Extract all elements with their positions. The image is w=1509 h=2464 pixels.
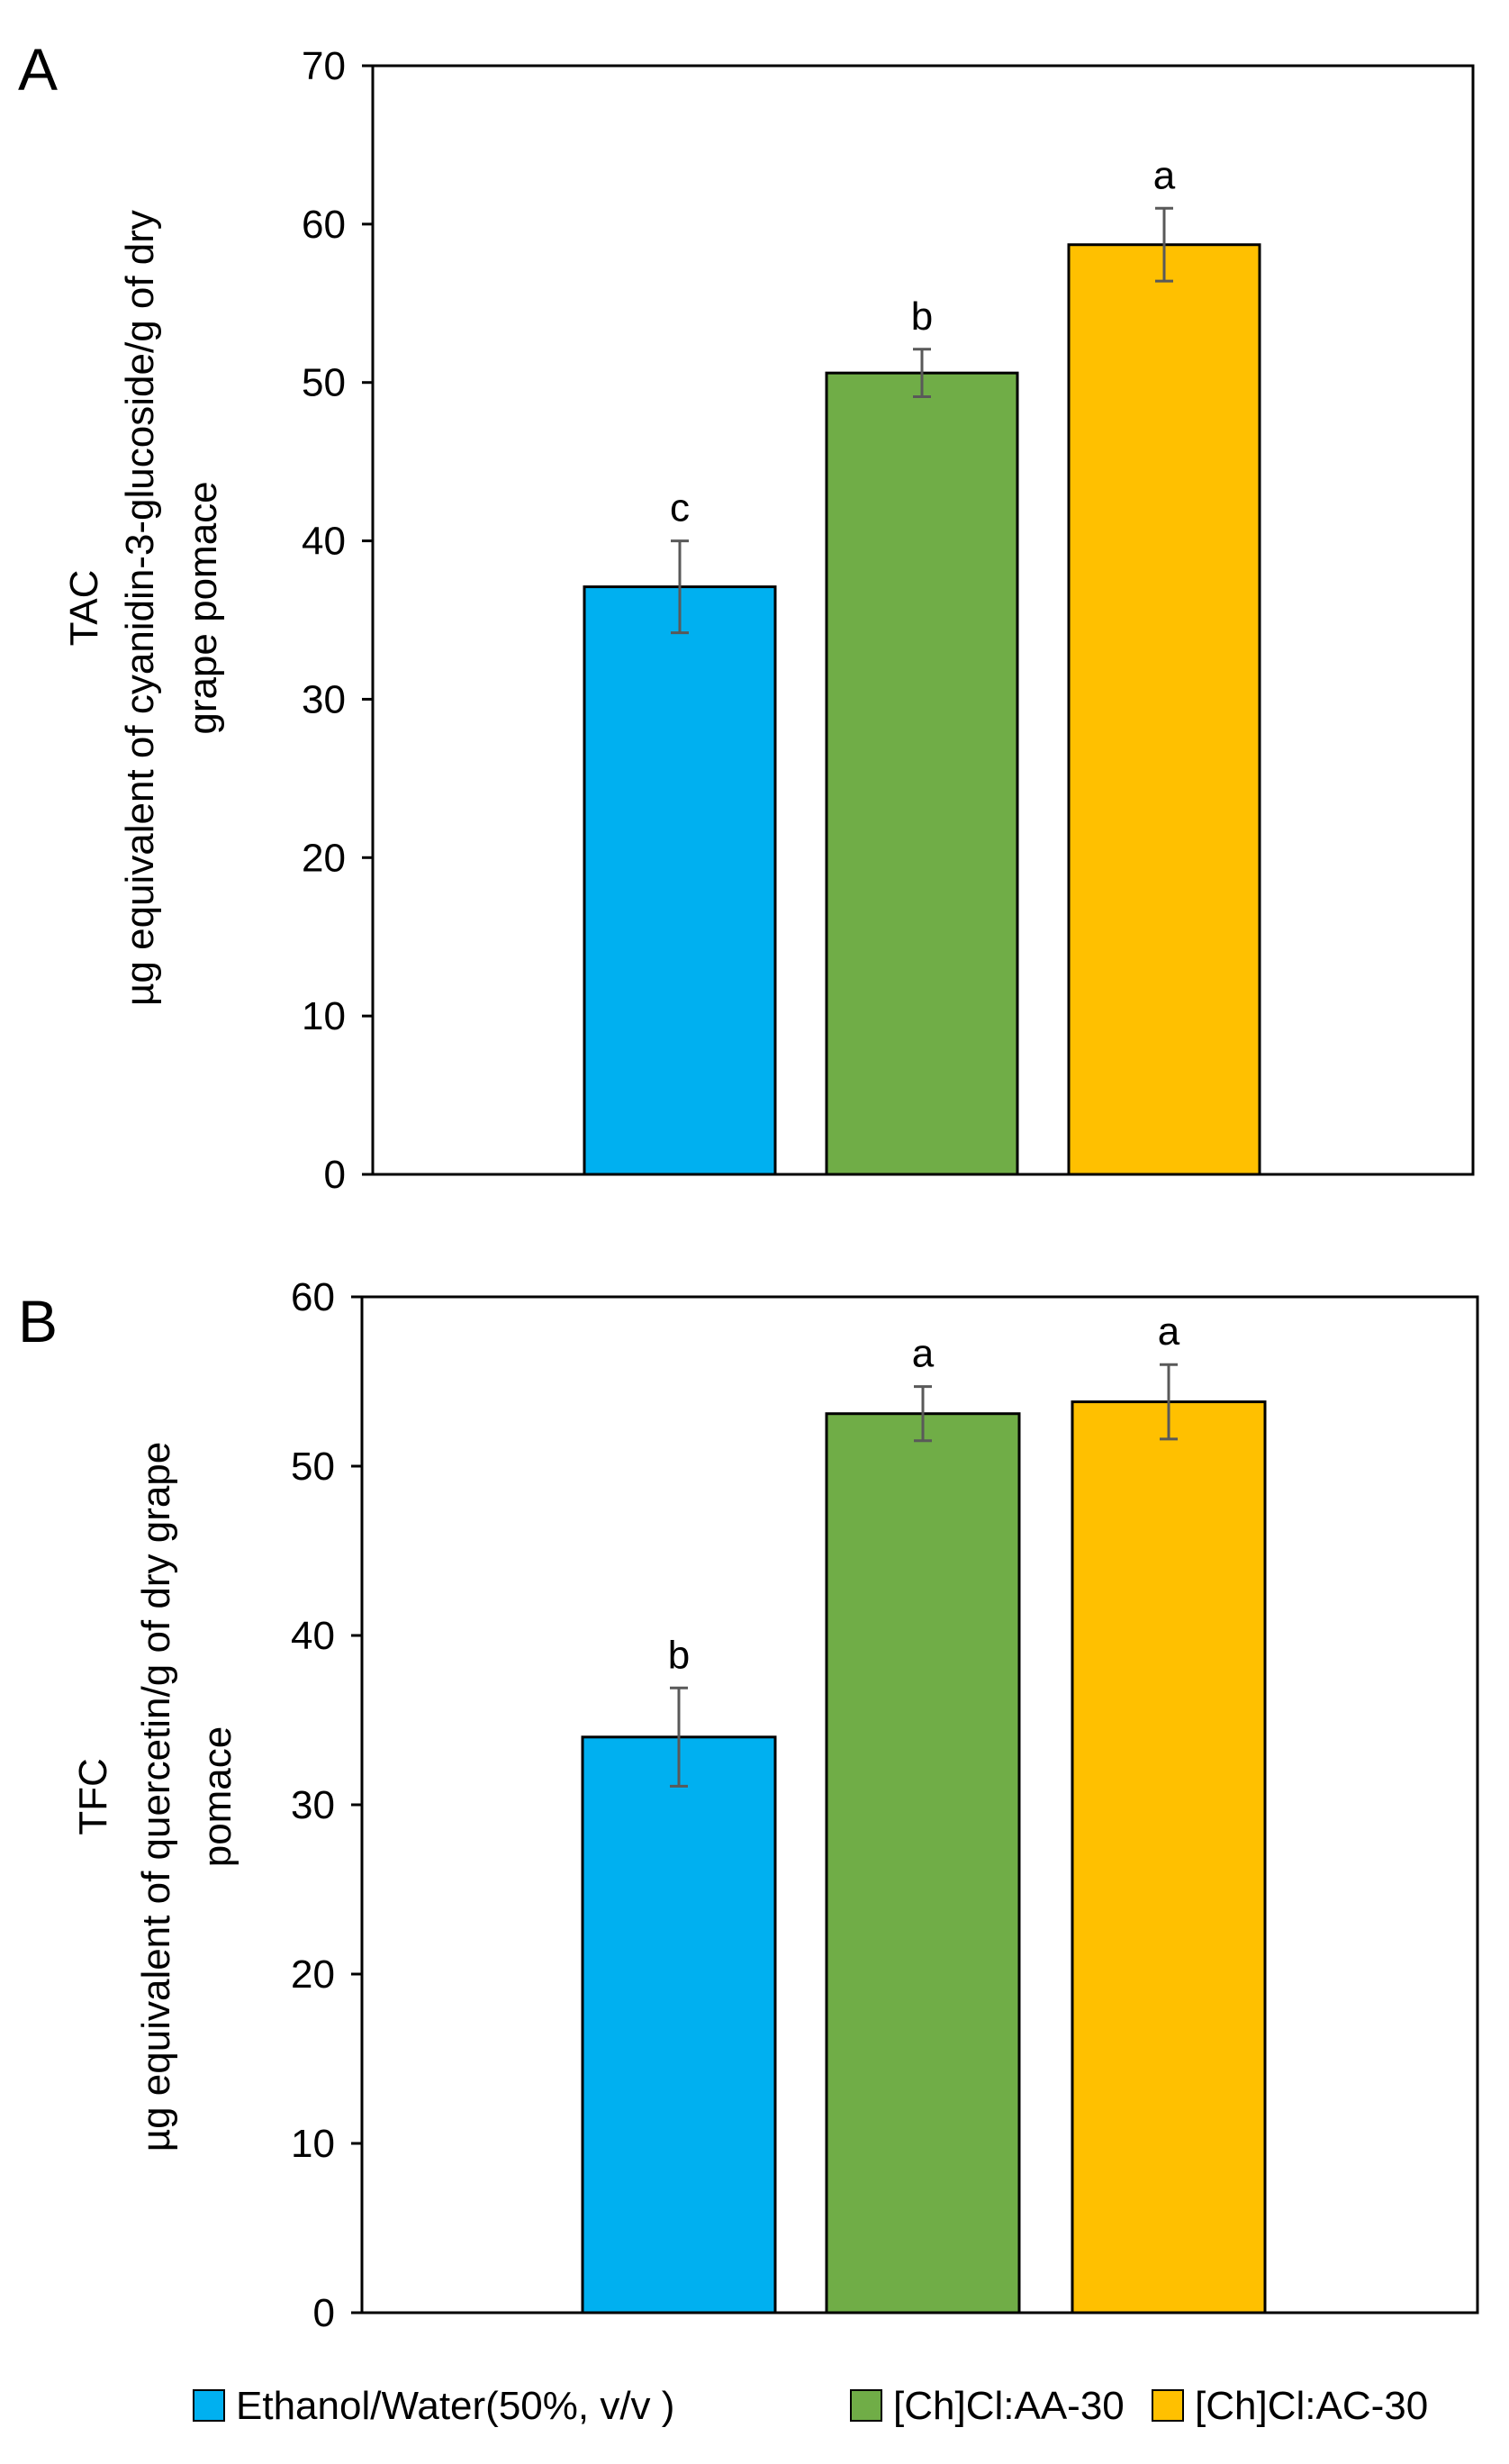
significance-label: a [1158, 1309, 1180, 1354]
significance-label: a [1153, 153, 1176, 197]
y-tick-label: 10 [291, 2122, 335, 2166]
panel-a: Ac b a 0 10 20 30 40 50 60 70 TAC µg equivalent of c… [18, 36, 1475, 1197]
legend-item: Ethanol/Water(50%, v/v ) [193, 2384, 674, 2428]
y-tick-label: 20 [291, 1952, 335, 1997]
significance-label: a [912, 1332, 935, 1376]
legend-label: [Ch]Cl:AC-30 [1195, 2384, 1428, 2428]
y-tick-label: 50 [291, 1445, 335, 1489]
legend-label: Ethanol/Water(50%, v/v ) [236, 2384, 674, 2428]
legend-item: [Ch]Cl:AC-30 [1152, 2384, 1428, 2428]
bar [1071, 1400, 1267, 2315]
y-axis-label: grape pomace [181, 481, 225, 734]
error-bar [670, 1686, 688, 1788]
error-bar [914, 1385, 932, 1443]
y-axis-label: µg equivalent of cyanidin-3-glucoside/g … [118, 210, 162, 1006]
error-bar [913, 348, 931, 399]
error-bar [1155, 206, 1173, 283]
significance-label: b [668, 1633, 690, 1677]
y-tick-label: 0 [313, 2291, 335, 2335]
y-tick-label: 60 [291, 1275, 335, 1319]
legend-swatch [1152, 2389, 1184, 2422]
legend: Ethanol/Water(50%, v/v ) [Ch]Cl:AA-30 [Ch]… [193, 2384, 1428, 2428]
y-tick-label: 20 [302, 836, 346, 880]
y-tick-label: 70 [302, 44, 346, 88]
error-bar [1160, 1363, 1178, 1441]
significance-label: c [670, 486, 690, 530]
y-tick-label: 30 [291, 1783, 335, 1827]
plot-frame [371, 64, 1475, 1176]
bar [825, 371, 1019, 1176]
legend-label: [Ch]Cl:AA-30 [893, 2384, 1125, 2428]
legend-swatch [193, 2389, 225, 2422]
y-tick-label: 30 [302, 677, 346, 721]
legend-swatch [850, 2389, 882, 2422]
y-tick-label: 10 [302, 994, 346, 1038]
panel-letter: A [18, 36, 58, 103]
significance-label: b [911, 294, 933, 339]
y-tick-label: 40 [291, 1614, 335, 1658]
y-tick-label: 50 [302, 361, 346, 405]
y-tick-label: 40 [302, 520, 346, 564]
bar [581, 1735, 777, 2315]
y-axis-label: pomace [195, 1726, 239, 1868]
y-axis-label: µg equivalent of quercetin/g of dry grap… [134, 1442, 178, 2152]
y-tick-label: 60 [302, 203, 346, 247]
y-axis-label: TFC [71, 1758, 115, 1835]
y-tick-label: 0 [324, 1153, 346, 1197]
bar [825, 1412, 1021, 2315]
y-axis-label: TAC [62, 570, 106, 647]
panel-b: Bb a a 0 10 20 30 40 50 60 TFC µg equivalent of que… [18, 1275, 1479, 2335]
bar [1067, 243, 1261, 1176]
legend-item: [Ch]Cl:AA-30 [850, 2384, 1125, 2428]
bar [583, 585, 777, 1176]
panel-letter: B [18, 1288, 58, 1354]
error-bar [671, 539, 689, 635]
